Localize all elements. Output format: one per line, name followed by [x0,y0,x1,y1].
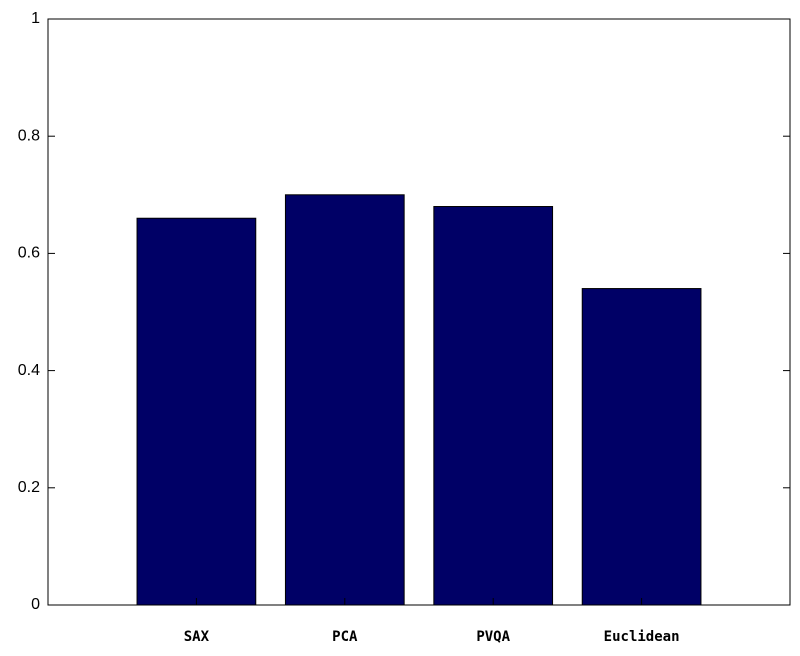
x-tick-label: Euclidean [604,629,680,645]
y-tick-label: 0.6 [18,245,40,262]
bar [433,206,554,606]
y-tick-label: 0.2 [18,479,40,496]
bar [581,288,702,606]
y-tick-label: 0 [31,596,40,613]
x-tick-label: SAX [184,629,210,645]
bar [136,217,257,606]
y-tick-label: 0.8 [18,127,40,144]
plot-frame [47,18,791,606]
bar [284,194,405,606]
y-tick-label: 1 [31,10,40,27]
y-tick-label: 0.4 [18,362,40,379]
x-tick-label: PVQA [476,629,510,645]
x-tick-label: PCA [332,629,358,645]
